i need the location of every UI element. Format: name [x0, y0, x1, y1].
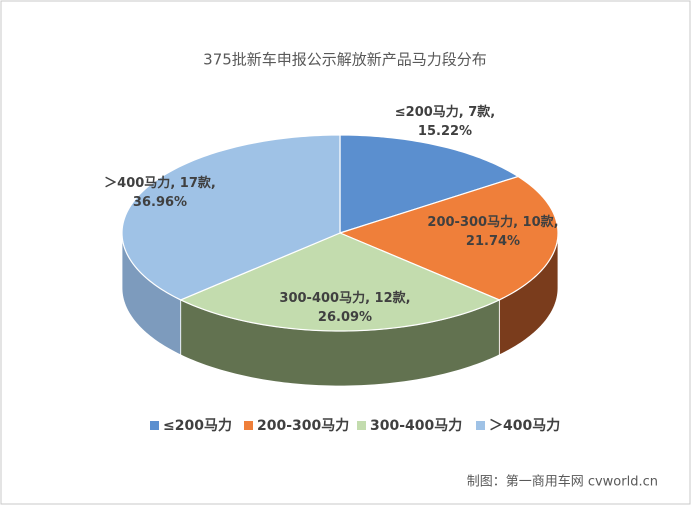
slice: [339, 134, 520, 234]
label-line: 300-400马力, 12款,: [279, 290, 410, 306]
label-line: ＞400马力, 17款,: [104, 175, 216, 191]
data-label: 200-300马力, 10款, 21.74%: [427, 214, 558, 249]
label-count: 10款: [523, 214, 555, 230]
label-category: 200-300马力: [427, 214, 513, 230]
label-category: ＞400马力: [104, 175, 170, 191]
label-percent: 26.09%: [318, 310, 372, 325]
legend-swatch: [244, 421, 253, 430]
label-count: 12款: [375, 290, 407, 306]
legend-label: ≤200马力: [163, 417, 232, 434]
chart-title: 375批新车申报公示解放新产品马力段分布: [203, 51, 487, 69]
label-count: 7款: [468, 104, 491, 120]
label-line: ≤200马力, 7款,: [395, 104, 496, 120]
legend-swatch: [150, 421, 159, 430]
source-note: 制图：第一商用车网 cvworld.cn: [467, 474, 658, 490]
label-category: 300-400马力: [279, 290, 365, 306]
legend-swatch: [357, 421, 366, 430]
data-label: ≤200马力, 7款, 15.22%: [395, 104, 496, 139]
label-percent: 21.74%: [466, 234, 520, 249]
label-percent: 15.22%: [418, 124, 472, 139]
legend-label: 200-300马力: [257, 417, 349, 434]
data-label: ＞400马力, 17款, 36.96%: [104, 175, 216, 210]
legend-label: 300-400马力: [370, 417, 462, 434]
label-count: 17款: [180, 175, 212, 191]
label-line: 200-300马力, 10款,: [427, 214, 558, 230]
label-category: ≤200马力: [395, 104, 459, 120]
label-percent: 36.96%: [133, 195, 187, 210]
slice: [338, 175, 559, 301]
data-label: 300-400马力, 12款, 26.09%: [279, 290, 410, 325]
slice: [179, 232, 501, 332]
legend-label: ＞400马力: [489, 417, 560, 434]
slice: [121, 134, 341, 301]
legend-swatch: [476, 421, 485, 430]
